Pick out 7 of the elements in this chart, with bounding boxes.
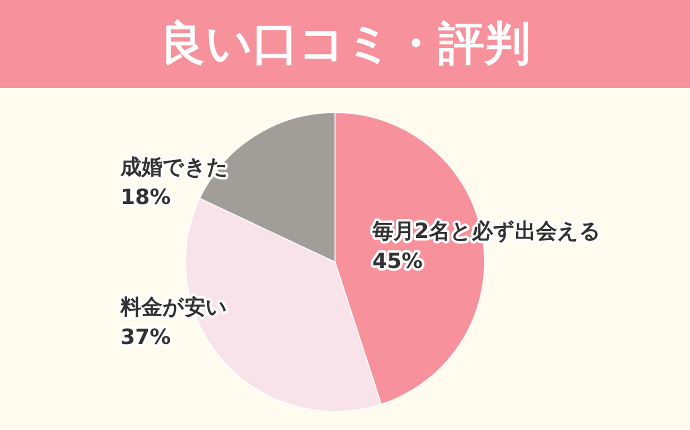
chart-title: 良い口コミ・評判 bbox=[160, 15, 530, 72]
slice-label: 毎月2名と必ず出会える bbox=[371, 218, 601, 243]
data-label: 18% bbox=[120, 185, 171, 210]
slice-label: 料金が安い bbox=[120, 294, 228, 319]
data-label: 37% bbox=[120, 324, 171, 349]
data-label: 45% bbox=[372, 248, 423, 273]
slice-label: 成婚できた bbox=[120, 155, 228, 180]
